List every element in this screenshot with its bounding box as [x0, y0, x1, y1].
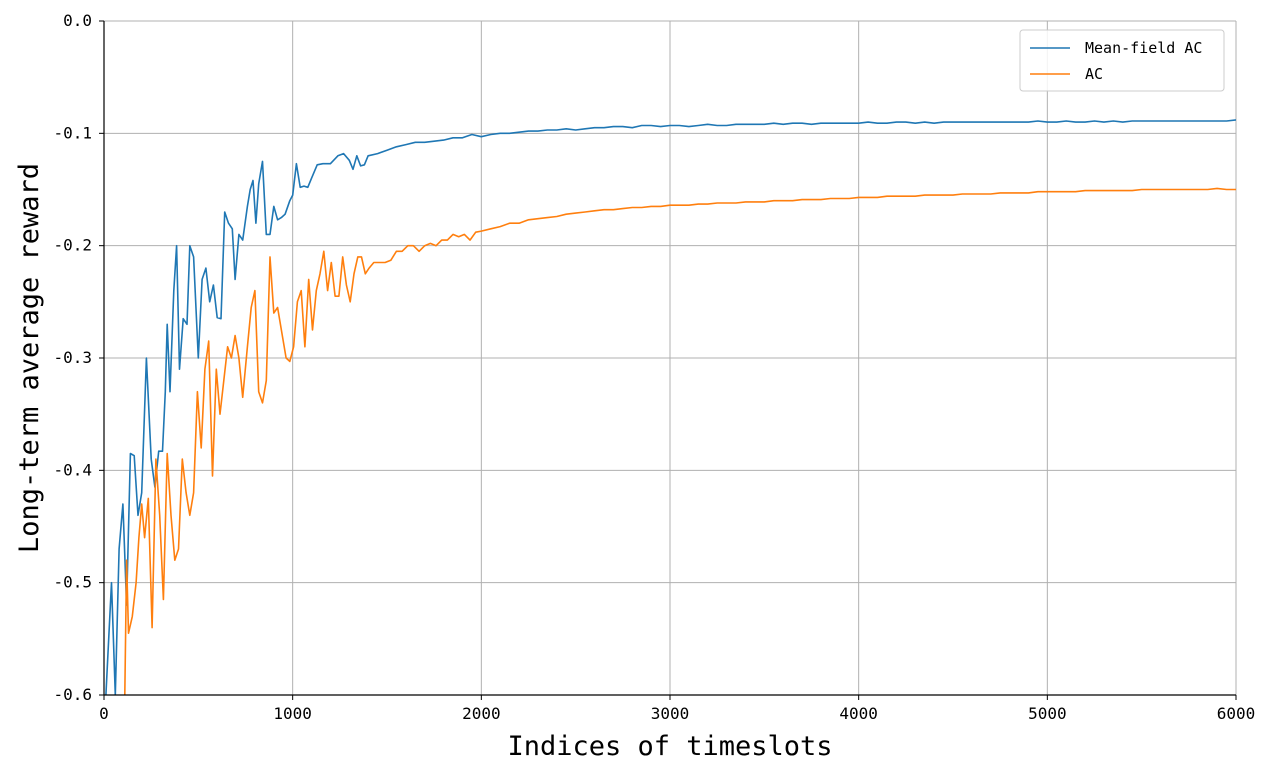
- y-tick-label: -0.5: [53, 573, 92, 592]
- x-tick-label: 0: [99, 704, 109, 723]
- legend-box: [1019, 29, 1225, 92]
- x-tick-label: 4000: [839, 704, 878, 723]
- y-tick-label: 0.0: [63, 11, 92, 30]
- legend-label-mean-field-ac: Mean-field AC: [1085, 39, 1202, 57]
- y-axis-title: Long-term average reward: [14, 163, 45, 553]
- series-line-ac: [124, 187, 1236, 695]
- x-tick-label: 1000: [273, 704, 312, 723]
- y-tick-label: -0.3: [53, 348, 92, 367]
- legend-label-ac: AC: [1085, 65, 1103, 83]
- x-tick-label: 6000: [1217, 704, 1256, 723]
- y-tick-label: -0.6: [53, 685, 92, 704]
- x-axis-title: Indices of timeslots: [507, 731, 832, 762]
- x-tick-label: 3000: [651, 704, 690, 723]
- legend: Mean-field AC AC: [1019, 29, 1225, 92]
- y-tick-label: -0.2: [53, 236, 92, 255]
- y-tick-label: -0.1: [53, 123, 92, 142]
- x-tick-label: 5000: [1028, 704, 1067, 723]
- y-tick-label: -0.4: [53, 460, 92, 479]
- axes: [99, 20, 1237, 700]
- tick-labels: 0 1000 2000 3000 4000 5000 6000 0.0 -0.1 -0.2 -0.3…: [53, 11, 1255, 723]
- series-line-mean-field-ac: [105, 119, 1236, 695]
- series-lines: [105, 119, 1236, 695]
- x-tick-label: 2000: [462, 704, 501, 723]
